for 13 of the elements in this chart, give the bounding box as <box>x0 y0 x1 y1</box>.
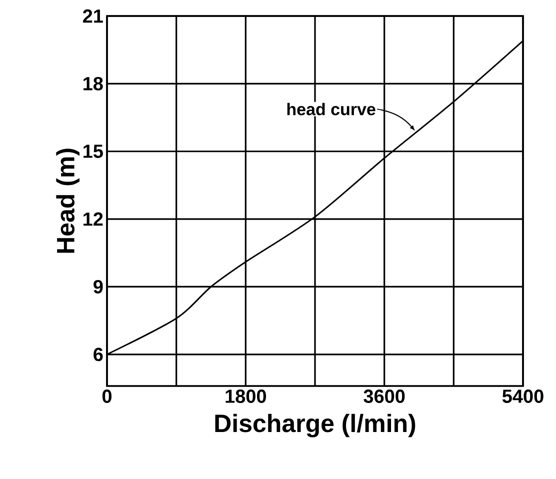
x-tick-label: 0 <box>102 390 112 403</box>
y-tick-label: 21 <box>82 9 103 23</box>
x-tick-label: 1800 <box>226 390 266 403</box>
x-axis-title: Discharge (l/min) <box>215 414 416 438</box>
y-tick-label: 18 <box>84 76 103 90</box>
y-tick-label: 12 <box>84 212 103 226</box>
y-tick-label: 15 <box>84 144 103 158</box>
x-tick-label: 5400 <box>502 390 544 403</box>
x-tick-label: 3600 <box>364 390 405 404</box>
y-tick-label: 9 <box>94 280 103 294</box>
annotation: head curve <box>287 102 376 116</box>
y-axis-title: Head (m) <box>56 148 80 253</box>
y-tick-label: 6 <box>94 348 103 362</box>
